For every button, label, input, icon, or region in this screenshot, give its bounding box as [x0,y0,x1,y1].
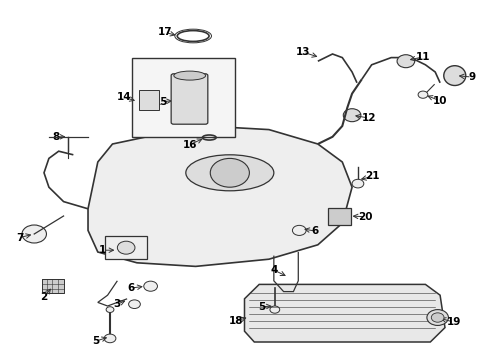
Text: 2: 2 [41,292,47,302]
FancyBboxPatch shape [105,236,146,259]
Text: 6: 6 [311,226,318,236]
Text: 9: 9 [468,72,474,82]
Text: 6: 6 [127,283,134,293]
Circle shape [210,158,249,187]
Text: 16: 16 [182,140,197,150]
Ellipse shape [185,155,273,191]
Circle shape [430,313,443,322]
Text: 12: 12 [361,113,376,123]
FancyBboxPatch shape [132,58,234,137]
Text: 10: 10 [432,96,447,106]
FancyBboxPatch shape [41,279,63,293]
Circle shape [396,55,414,68]
Text: 15: 15 [154,96,168,107]
Text: 8: 8 [53,132,60,142]
Circle shape [351,179,363,188]
Circle shape [417,91,427,98]
FancyBboxPatch shape [139,90,159,110]
Text: 5: 5 [92,336,99,346]
Circle shape [143,281,157,291]
Text: 3: 3 [114,299,121,309]
PathPatch shape [244,284,444,342]
Text: 18: 18 [228,316,243,326]
Circle shape [22,225,46,243]
Circle shape [106,307,114,312]
Text: 14: 14 [116,92,131,102]
Circle shape [104,334,116,343]
Circle shape [292,225,305,235]
Circle shape [128,300,140,309]
Text: 5: 5 [258,302,264,312]
Ellipse shape [174,71,205,80]
Circle shape [343,109,360,122]
Text: 19: 19 [446,317,460,327]
Ellipse shape [443,66,465,85]
Text: 11: 11 [415,52,429,62]
Circle shape [426,310,447,325]
Text: 7: 7 [16,233,23,243]
Text: 1: 1 [99,245,106,255]
Text: 20: 20 [358,212,372,222]
Text: 21: 21 [365,171,379,181]
FancyBboxPatch shape [327,208,350,225]
Text: 17: 17 [158,27,172,37]
Text: 4: 4 [269,265,277,275]
Text: 13: 13 [295,47,310,57]
PathPatch shape [88,126,351,266]
Circle shape [117,241,135,254]
FancyBboxPatch shape [171,74,207,124]
Circle shape [269,306,279,313]
